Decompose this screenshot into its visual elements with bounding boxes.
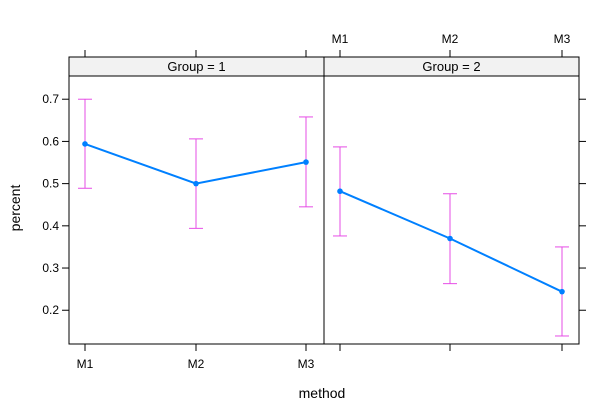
data-point-2-2: [447, 235, 453, 242]
x-axis-title: method: [299, 385, 346, 401]
data-point-1-1: [82, 141, 88, 147]
strip-label-2: Group = 2: [422, 59, 480, 74]
panel-frame-2: [323, 75, 580, 345]
data-point-1-2: [193, 180, 199, 187]
y-tick-label-3: 0.4: [42, 219, 59, 233]
x-tick-label-bottom-3: M3: [298, 357, 315, 371]
data-point-2-1: [337, 188, 343, 195]
y-tick-label-5: 0.6: [42, 134, 59, 148]
x-tick-label-top-2: M2: [442, 32, 459, 46]
series-line-2: [339, 190, 563, 293]
data-point-1-3: [303, 159, 309, 165]
y-axis-title: percent: [7, 185, 23, 232]
x-tick-label-top-3: M3: [554, 32, 571, 46]
y-tick-label-1: 0.2: [42, 303, 59, 317]
x-tick-label-bottom-1: M1: [77, 357, 94, 371]
x-tick-label-top-1: M1: [332, 32, 349, 46]
y-tick-label-6: 0.7: [42, 92, 59, 106]
data-point-2-3: [559, 288, 565, 295]
strip-label-1: Group = 1: [167, 59, 225, 74]
y-tick-label-4: 0.5: [42, 177, 59, 191]
y-tick-label-2: 0.3: [42, 261, 59, 275]
x-tick-label-bottom-2: M2: [188, 357, 205, 371]
